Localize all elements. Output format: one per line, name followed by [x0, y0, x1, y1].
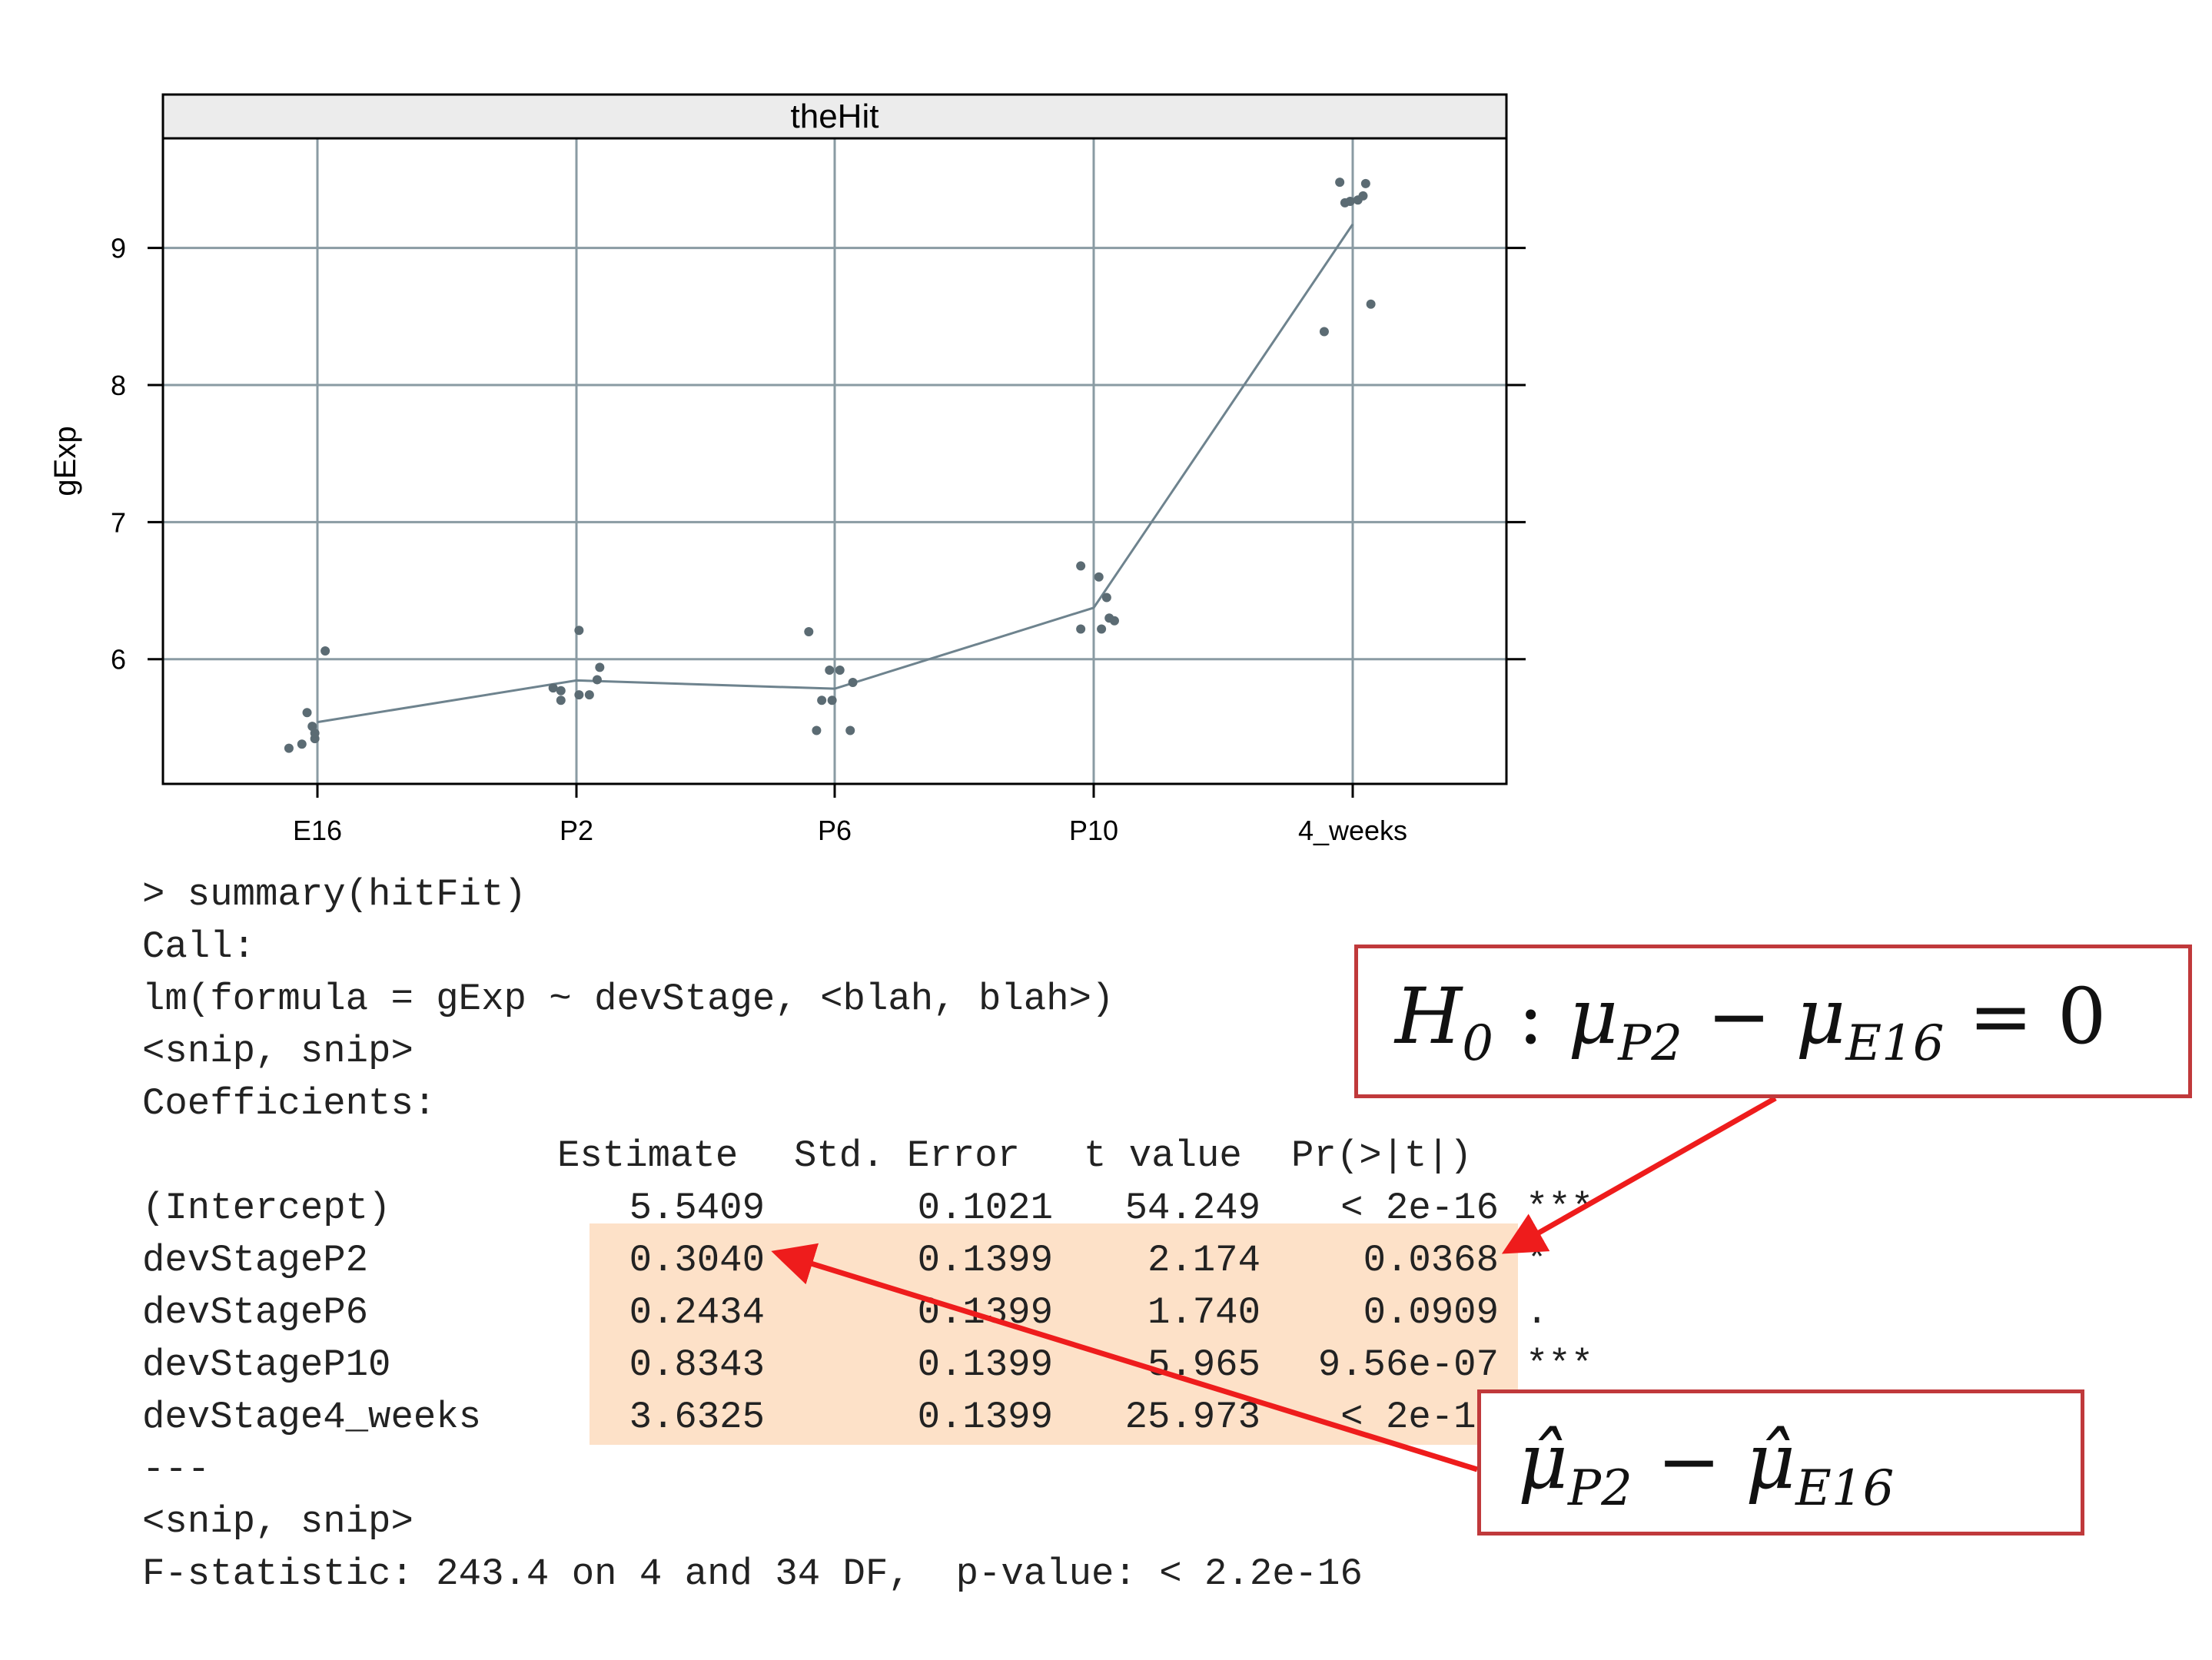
point-P10-24 — [1094, 572, 1104, 582]
console-line: Call: — [142, 925, 256, 968]
point-P10-28 — [1076, 624, 1086, 634]
point-E16-5 — [302, 708, 312, 718]
point-P2-13 — [595, 662, 605, 672]
point-P10-27 — [1109, 616, 1119, 626]
point-E16-1 — [297, 739, 307, 749]
console-line: Coefficients: — [142, 1082, 437, 1125]
coef-p: < 2e-16 — [1340, 1396, 1499, 1439]
coef-row-name: devStageP6 — [142, 1291, 369, 1334]
x-tick-label-P2: P2 — [560, 815, 593, 845]
mean-line — [317, 223, 1354, 724]
group-mean-line — [317, 223, 1354, 724]
coef-row-name: (Intercept) — [142, 1187, 391, 1230]
coef-signif: . — [1526, 1291, 1549, 1334]
coef-signif: *** — [1526, 1187, 1594, 1230]
point-4_weeks-33 — [1345, 197, 1355, 207]
coef-row-name: devStage4_weeks — [142, 1396, 482, 1439]
point-4_weeks-31 — [1360, 178, 1370, 188]
grid — [163, 138, 1506, 784]
point-4_weeks-36 — [1366, 299, 1376, 309]
y-axis-label: gExp — [48, 426, 82, 496]
chart: theHit 6 7 8 9 E16 P2 P6 P10 4_weeks gExp — [48, 93, 1526, 845]
coef-p: 0.0368 — [1363, 1239, 1499, 1282]
point-P2-10 — [574, 690, 584, 700]
coef-estimate: 0.8343 — [629, 1343, 765, 1386]
point-P6-21 — [812, 725, 822, 735]
y-axis: 6 7 8 9 — [111, 233, 1526, 676]
console-line: <snip, snip> — [142, 1030, 414, 1073]
coef-estimate: 0.2434 — [629, 1291, 765, 1334]
data-points — [284, 178, 1376, 753]
y-tick-label-8: 8 — [111, 370, 126, 401]
x-axis: E16 P2 P6 P10 4_weeks — [293, 784, 1407, 845]
coef-p: 9.56e-07 — [1317, 1343, 1499, 1386]
coef-signif: *** — [1526, 1343, 1594, 1386]
estimate-difference-box: μ̂P2 − μ̂E16 — [1477, 1389, 2084, 1536]
y-tick-label-9: 9 — [111, 233, 126, 264]
x-tick-label-E16: E16 — [293, 815, 342, 845]
console-line: > summary(hitFit) — [142, 873, 526, 916]
point-P6-17 — [835, 665, 845, 675]
coef-p: < 2e-16 — [1340, 1187, 1499, 1230]
coef-row-name: devStageP2 — [142, 1239, 369, 1282]
point-E16-6 — [321, 646, 330, 656]
panel-title: theHit — [791, 98, 879, 135]
point-P6-19 — [827, 696, 837, 706]
estimate-difference-formula: μ̂P2 − μ̂E16 — [1518, 1416, 1895, 1517]
point-P10-23 — [1076, 561, 1086, 571]
console-footer-line: F-statistic: 243.4 on 4 and 34 DF, p-val… — [142, 1552, 1363, 1595]
point-E16-0 — [284, 743, 294, 753]
null-hypothesis-formula: H0 : μP2 − μE16 = 0 — [1395, 971, 2107, 1072]
point-P2-14 — [574, 626, 584, 636]
point-P6-16 — [825, 665, 835, 675]
coef-header-1: Std. Error — [794, 1134, 1021, 1177]
x-tick-label-4_weeks: 4_weeks — [1298, 815, 1407, 845]
coef-estimate: 3.6325 — [629, 1396, 765, 1439]
y-tick-label-6: 6 — [111, 644, 126, 676]
point-E16-4 — [307, 722, 317, 732]
coef-estimate: 5.5409 — [629, 1187, 765, 1230]
point-P2-11 — [584, 690, 594, 700]
point-P2-7 — [548, 683, 558, 693]
point-P10-29 — [1097, 624, 1107, 634]
coef-p: 0.0909 — [1363, 1291, 1499, 1334]
point-P2-9 — [556, 696, 566, 706]
coef-header-0: Estimate — [557, 1134, 739, 1177]
strip-header: theHit — [161, 93, 1508, 140]
coef-se: 0.1021 — [917, 1187, 1053, 1230]
point-P2-8 — [556, 686, 566, 696]
console-line: lm(formula = gExp ~ devStage, <blah, bla… — [142, 978, 1114, 1021]
point-4_weeks-37 — [1319, 327, 1329, 337]
null-hypothesis-box: H0 : μP2 − μE16 = 0 — [1354, 945, 2192, 1098]
coef-row-name: devStageP10 — [142, 1343, 391, 1386]
point-P6-22 — [845, 725, 855, 735]
point-P6-18 — [817, 696, 827, 706]
point-4_weeks-35 — [1358, 191, 1368, 201]
coef-signif: * — [1526, 1239, 1549, 1282]
coef-estimate: 0.3040 — [629, 1239, 765, 1282]
point-P6-20 — [848, 678, 858, 688]
point-P2-12 — [592, 675, 602, 685]
y-tick-label-7: 7 — [111, 506, 126, 538]
x-tick-label-P10: P10 — [1069, 815, 1118, 845]
console-footer-line: <snip, snip> — [142, 1500, 414, 1543]
coef-header-3: Pr(>|t|) — [1291, 1134, 1473, 1177]
point-P6-15 — [804, 627, 814, 637]
point-P10-25 — [1101, 593, 1111, 603]
console-footer-line: --- — [142, 1448, 211, 1491]
coef-t: 54.249 — [1124, 1187, 1260, 1230]
coef-header-2: t value — [1084, 1134, 1242, 1177]
point-4_weeks-30 — [1335, 178, 1345, 188]
x-tick-label-P6: P6 — [818, 815, 852, 845]
